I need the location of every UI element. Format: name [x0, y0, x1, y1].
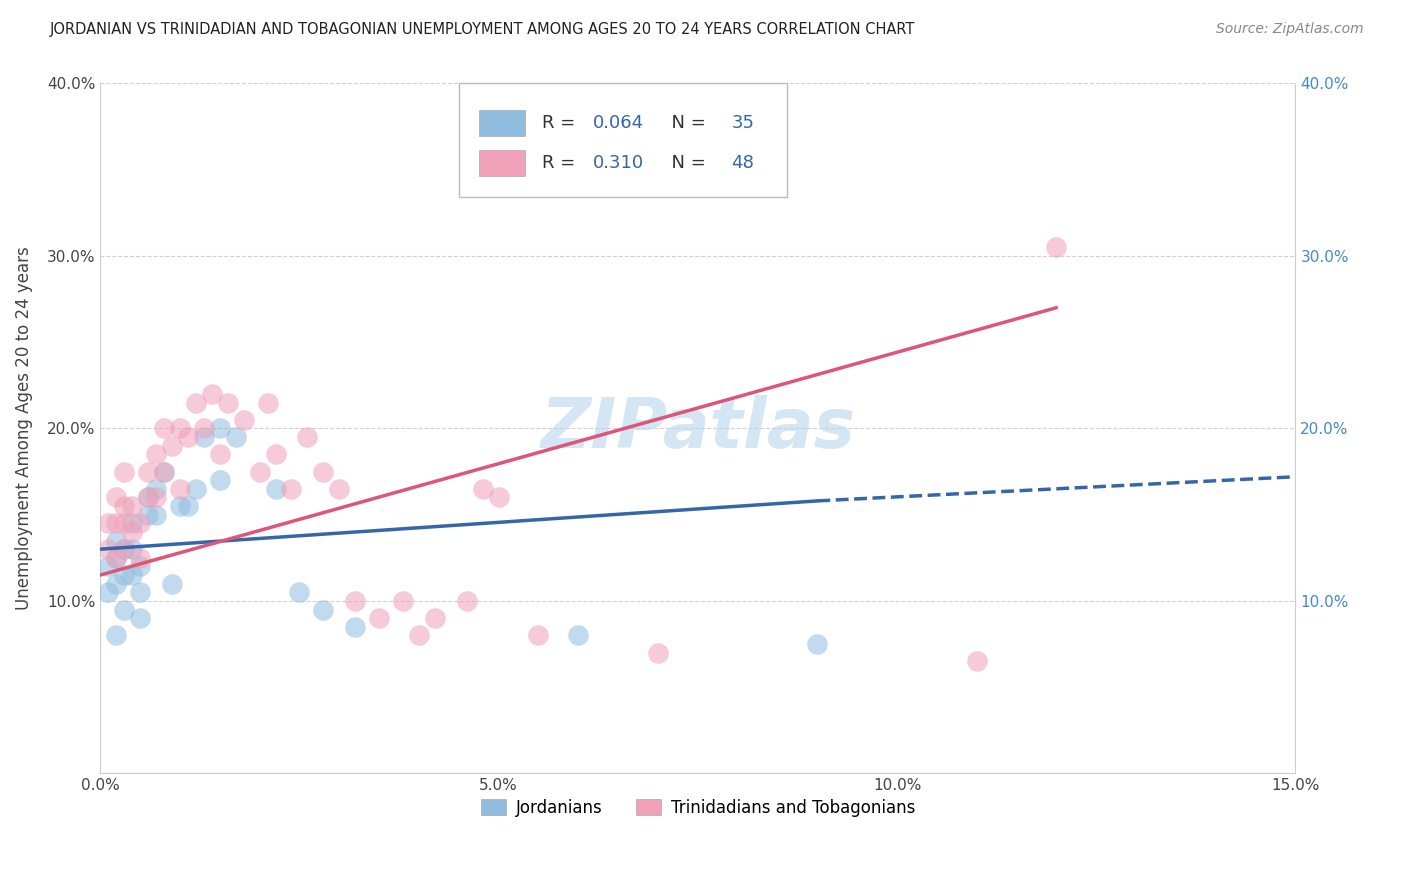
Point [184, 395, 207, 409]
Point [136, 491, 159, 505]
Point [121, 516, 143, 531]
Point [607, 162, 630, 177]
Point [423, 611, 446, 625]
Point [112, 568, 135, 582]
Point [105, 550, 128, 565]
Point [193, 430, 215, 444]
Point [129, 585, 152, 599]
Point [112, 602, 135, 616]
Point [280, 482, 302, 496]
Text: 0.064: 0.064 [593, 114, 644, 132]
Point [471, 482, 494, 496]
Point [160, 576, 183, 591]
Point [328, 482, 350, 496]
Point [312, 465, 335, 479]
Point [208, 473, 231, 487]
Point [136, 508, 159, 522]
Point [129, 516, 152, 531]
Point [456, 594, 478, 608]
Point [488, 491, 510, 505]
FancyBboxPatch shape [479, 150, 524, 176]
Point [392, 594, 415, 608]
Text: 35: 35 [731, 114, 755, 132]
Point [105, 628, 128, 642]
Point [97, 585, 120, 599]
Point [160, 439, 183, 453]
Point [201, 387, 224, 401]
Point [567, 628, 589, 642]
Point [177, 499, 200, 513]
Point [177, 430, 200, 444]
Point [288, 585, 311, 599]
FancyBboxPatch shape [479, 110, 524, 136]
Y-axis label: Unemployment Among Ages 20 to 24 years: Unemployment Among Ages 20 to 24 years [15, 246, 32, 610]
Point [112, 465, 135, 479]
Point [408, 628, 430, 642]
Point [264, 482, 287, 496]
Point [145, 482, 167, 496]
Point [966, 654, 988, 668]
Text: 48: 48 [731, 153, 754, 172]
Point [97, 516, 120, 531]
Point [145, 508, 167, 522]
Point [97, 542, 120, 557]
Text: N =: N = [659, 114, 711, 132]
Point [136, 491, 159, 505]
Point [105, 576, 128, 591]
Point [368, 611, 391, 625]
Text: Source: ZipAtlas.com: Source: ZipAtlas.com [1216, 22, 1364, 37]
Point [112, 516, 135, 531]
Point [153, 465, 176, 479]
Point [105, 491, 128, 505]
Legend: Jordanians, Trinidadians and Tobagonians: Jordanians, Trinidadians and Tobagonians [474, 792, 922, 823]
Point [169, 499, 191, 513]
Point [1045, 240, 1067, 254]
Point [112, 499, 135, 513]
FancyBboxPatch shape [458, 84, 787, 197]
Text: R =: R = [543, 153, 582, 172]
Point [232, 413, 254, 427]
Point [129, 559, 152, 574]
Point [806, 637, 828, 651]
Point [121, 499, 143, 513]
Point [169, 482, 191, 496]
Point [112, 542, 135, 557]
Point [344, 620, 367, 634]
Point [105, 550, 128, 565]
Point [129, 611, 152, 625]
Point [344, 594, 367, 608]
Point [264, 447, 287, 461]
Point [647, 646, 669, 660]
Text: R =: R = [543, 114, 582, 132]
Text: JORDANIAN VS TRINIDADIAN AND TOBAGONIAN UNEMPLOYMENT AMONG AGES 20 TO 24 YEARS C: JORDANIAN VS TRINIDADIAN AND TOBAGONIAN … [49, 22, 914, 37]
Point [225, 430, 247, 444]
Point [208, 447, 231, 461]
Point [208, 421, 231, 435]
Point [169, 421, 191, 435]
Point [121, 542, 143, 557]
Point [145, 447, 167, 461]
Point [145, 491, 167, 505]
Text: 0.310: 0.310 [593, 153, 644, 172]
Point [297, 430, 319, 444]
Point [249, 465, 271, 479]
Point [105, 516, 128, 531]
Point [312, 602, 335, 616]
Point [153, 465, 176, 479]
Point [217, 395, 239, 409]
Text: ZIPatlas: ZIPatlas [540, 395, 855, 462]
Point [193, 421, 215, 435]
Point [112, 542, 135, 557]
Point [256, 395, 278, 409]
Point [129, 550, 152, 565]
Point [97, 559, 120, 574]
Point [136, 465, 159, 479]
Point [527, 628, 550, 642]
Point [105, 533, 128, 548]
Point [121, 524, 143, 539]
Point [184, 482, 207, 496]
Point [153, 421, 176, 435]
Text: N =: N = [659, 153, 711, 172]
Point [121, 568, 143, 582]
